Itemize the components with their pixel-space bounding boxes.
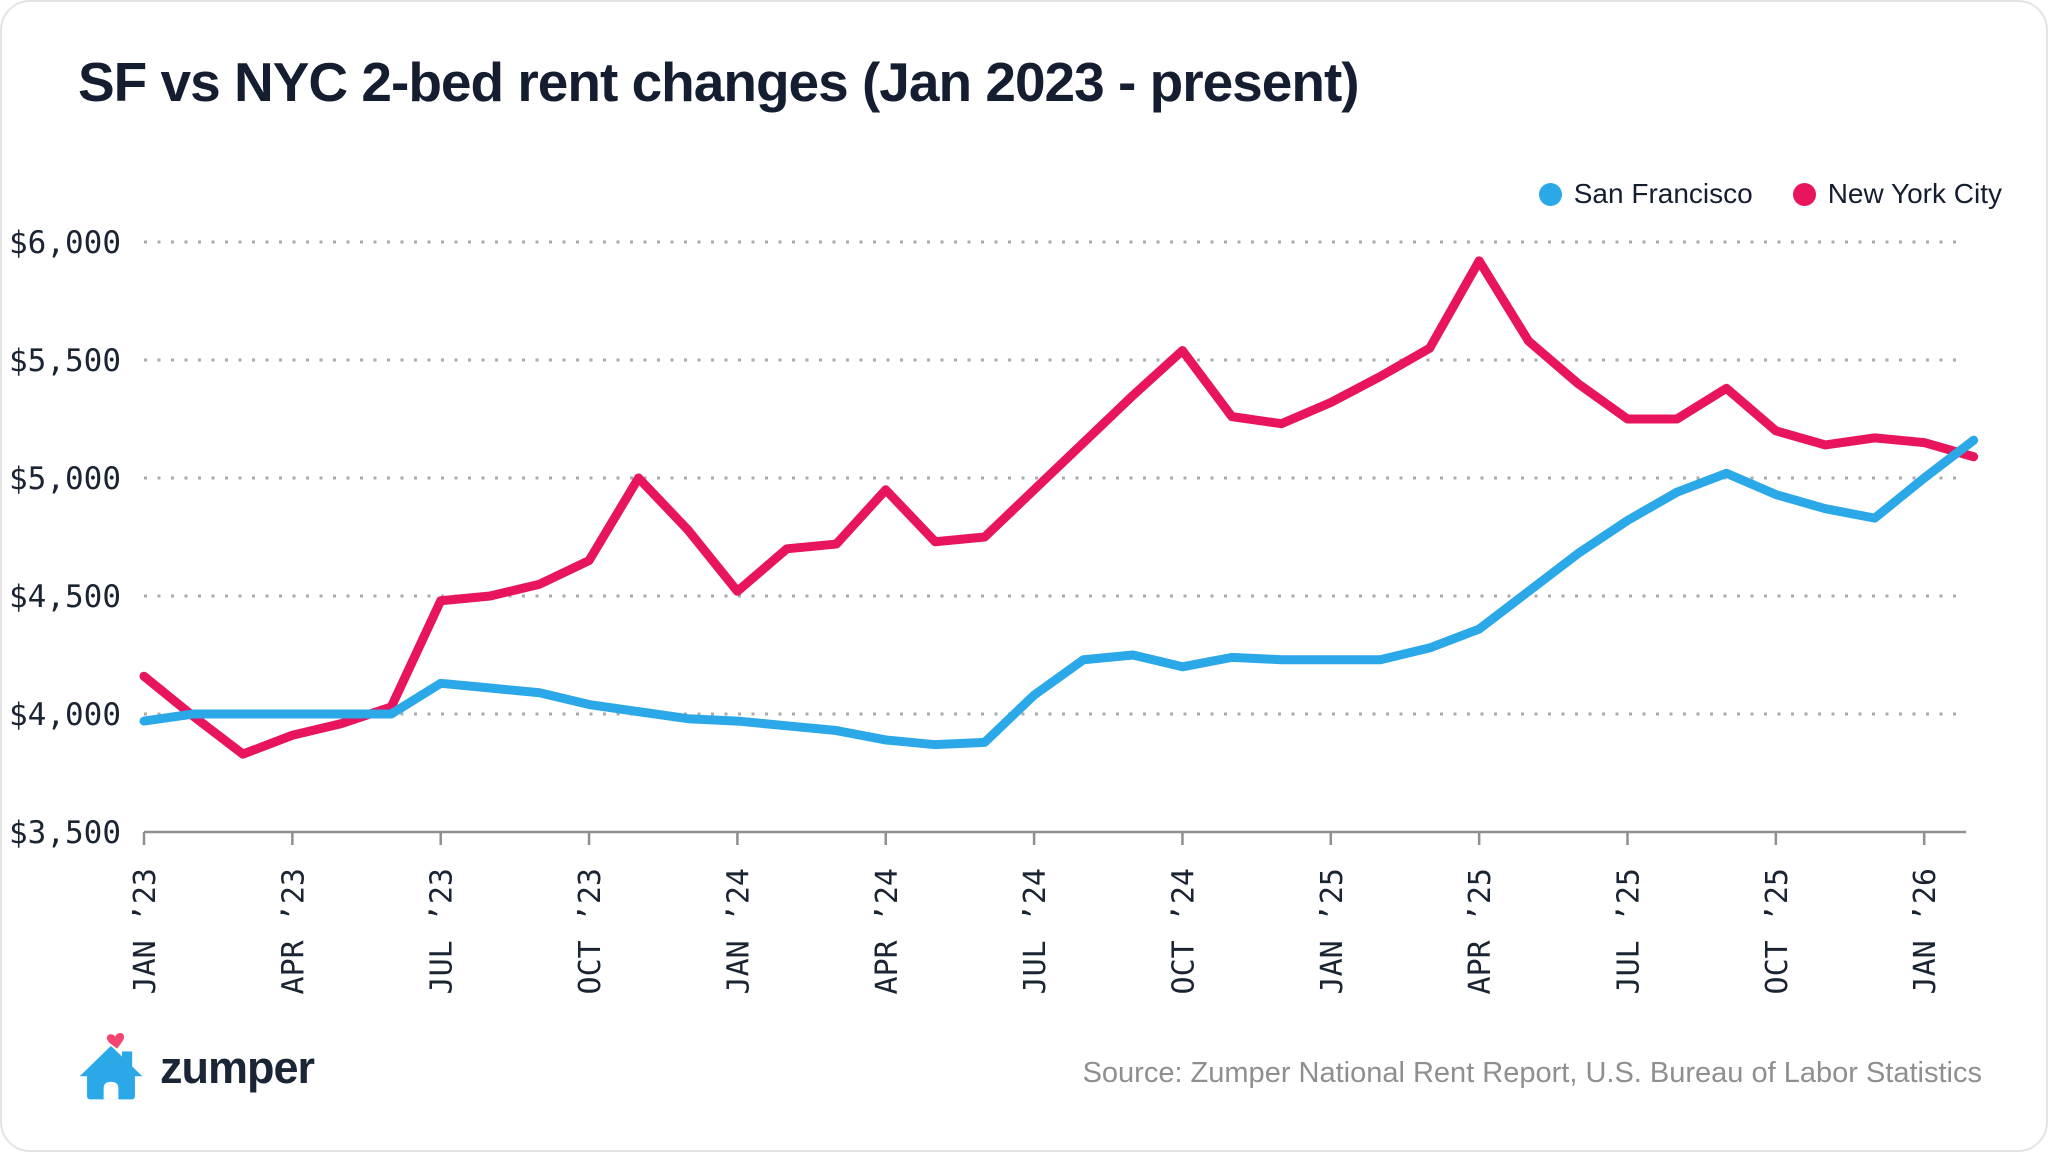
legend-label: San Francisco [1573, 178, 1753, 209]
san-francisco-dot-icon [1538, 182, 1562, 206]
x-axis-label: APR ’23 [276, 868, 311, 994]
zumper-house-icon [79, 1032, 143, 1100]
heart-icon [106, 1032, 125, 1049]
series-line-san-francisco [139, 435, 1979, 750]
house-door [103, 1081, 119, 1100]
y-axis-labels: $6,000 $5,500 $5,000 $4,500 $4,000 $3,500 [9, 225, 121, 851]
x-axis-label: OCT ’23 [573, 868, 608, 994]
legend-item-san-francisco: San Francisco [1538, 178, 1753, 210]
x-axis [142, 830, 1966, 845]
x-axis-label: OCT ’24 [1166, 868, 1201, 994]
x-axis-label: JAN ’24 [721, 868, 756, 994]
x-axis-label: JUL ’25 [1612, 868, 1647, 994]
legend-label: New York City [1827, 178, 2002, 209]
page-title: SF vs NYC 2-bed rent changes (Jan 2023 -… [78, 51, 1360, 113]
legend-item-new-york-city: New York City [1792, 178, 2002, 210]
x-axis-label: JUL ’23 [425, 868, 460, 994]
x-axis-label: OCT ’25 [1760, 868, 1795, 994]
series-line-new-york-city [139, 256, 1979, 759]
zumper-logo: zumper [76, 1030, 315, 1106]
series-lines [139, 256, 1979, 759]
legend: San Francisco New York City [1538, 178, 2002, 210]
y-axis-label: $5,000 [9, 461, 121, 497]
y-axis-label: $3,500 [9, 815, 121, 851]
y-axis-label: $6,000 [9, 225, 121, 261]
x-axis-label: APR ’24 [870, 868, 905, 994]
source-attribution: Source: Zumper National Rent Report, U.S… [1082, 1057, 1982, 1089]
gridlines [144, 240, 1962, 716]
x-axis-label: JUL ’24 [1018, 868, 1053, 994]
x-axis-label: JAN ’25 [1315, 868, 1350, 994]
x-axis-label: JAN ’23 [128, 868, 163, 994]
y-axis-label: $4,500 [9, 579, 121, 615]
new-york-city-dot-icon [1792, 182, 1816, 206]
x-axis-label: APR ’25 [1463, 868, 1498, 994]
x-axis-labels: JAN ’23 APR ’23 JUL ’23 OCT ’23 JAN ’24 APR ’… [128, 868, 1943, 994]
x-axis-label: JAN ’26 [1908, 868, 1943, 994]
y-axis-label: $5,500 [9, 343, 121, 379]
logo-wordmark: zumper [160, 1042, 315, 1093]
y-axis-label: $4,000 [9, 697, 121, 733]
